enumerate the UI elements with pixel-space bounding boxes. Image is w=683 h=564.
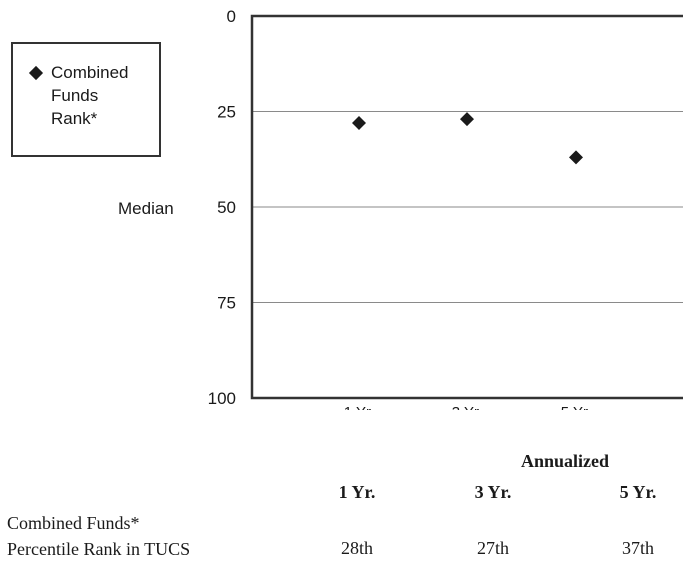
legend-label: Combined Funds Rank* [51,61,156,130]
y-tick-label: 25 [217,103,236,122]
table-column-header: 3 Yr. [474,482,512,502]
legend-line: Rank* [51,109,98,128]
y-tick-label: 100 [208,389,236,408]
data-point-diamond [569,150,583,165]
legend-line: Funds [51,86,99,105]
data-point-diamond [352,115,366,130]
rank-table: Annualized 1 Yr. 3 Yr. 5 Yr. Combined Fu… [0,440,683,564]
data-point-diamond [460,112,474,127]
chart: 0 25 50 75 100 1 Yr. 3 Yr. 5 Yr. [208,7,683,410]
table-group-heading: Annualized [520,451,610,471]
table-column-header: 1 Yr. [338,482,376,502]
x-tick-label: 1 Yr. [344,404,375,410]
gridlines [252,111,683,303]
y-tick-label: 50 [217,198,236,217]
plot-area [250,14,683,400]
x-tick-label: 5 Yr. [561,404,592,410]
legend-diamond-icon [28,65,44,81]
table-cell: 37th [621,538,654,558]
table-column-header: 5 Yr. [619,482,657,502]
x-axis: 1 Yr. 3 Yr. 5 Yr. [344,404,592,410]
legend-line: Combined [51,63,129,82]
legend: Combined Funds Rank* [11,42,161,157]
table-row-label: Combined Funds* [7,513,140,533]
table-cell: 28th [340,538,373,558]
y-axis-label: Median [118,199,174,218]
x-tick-label: 3 Yr. [452,404,483,410]
table-cell: 27th [476,538,509,558]
data-points [352,112,583,165]
y-axis: 0 25 50 75 100 [208,7,236,408]
table-row-label: Percentile Rank in TUCS [7,539,191,559]
y-tick-label: 75 [217,294,236,313]
y-tick-label: 0 [227,7,236,26]
